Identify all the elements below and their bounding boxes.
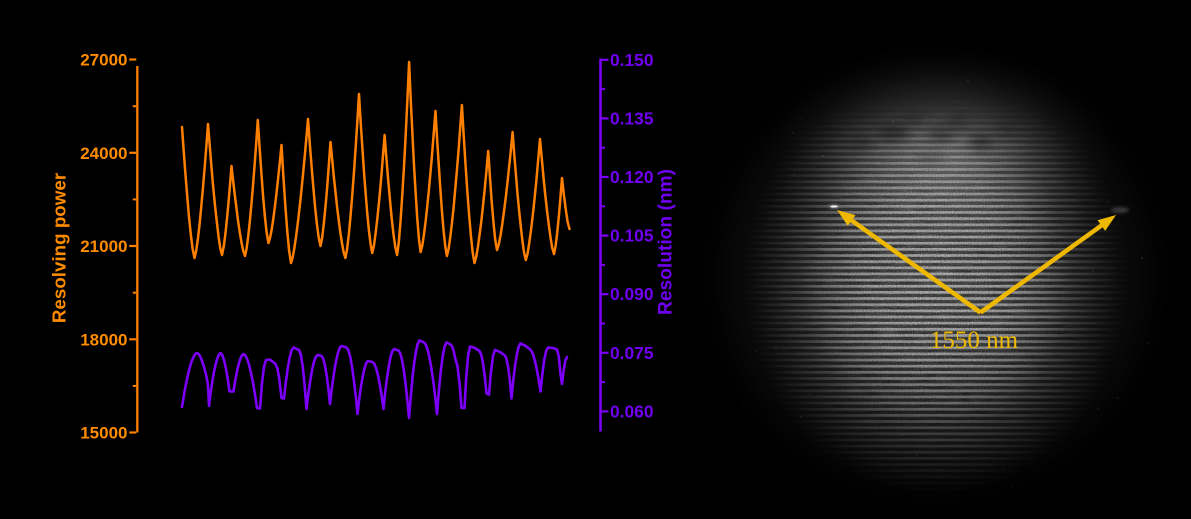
svg-text:0.135: 0.135	[610, 108, 654, 128]
svg-text:21000: 21000	[80, 237, 127, 256]
svg-text:0.150: 0.150	[610, 50, 654, 70]
svg-text:18000: 18000	[80, 330, 127, 349]
svg-text:Resolving power: Resolving power	[49, 172, 70, 323]
svg-text:0.090: 0.090	[610, 284, 654, 304]
svg-text:0.075: 0.075	[610, 343, 654, 363]
svg-text:1550 nm: 1550 nm	[930, 327, 1019, 354]
svg-text:24000: 24000	[80, 144, 127, 163]
svg-text:0.105: 0.105	[610, 226, 654, 246]
svg-text:Resolution (nm): Resolution (nm)	[656, 169, 677, 315]
svg-text:0.120: 0.120	[610, 167, 654, 187]
svg-text:0.060: 0.060	[610, 401, 654, 421]
svg-text:15000: 15000	[80, 424, 127, 443]
svg-text:27000: 27000	[80, 51, 127, 70]
